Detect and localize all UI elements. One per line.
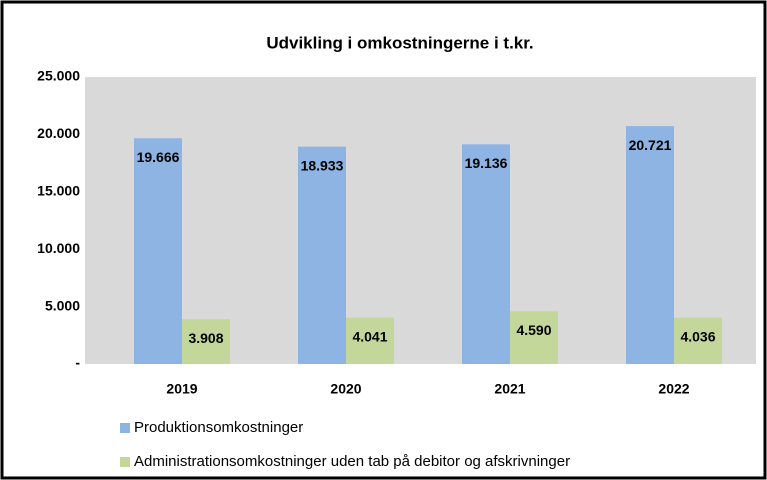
legend-swatch [120, 457, 130, 467]
x-tick-label: 2022 [658, 381, 689, 397]
legend-label: Produktionsomkostninger [134, 419, 303, 436]
data-label: 4.036 [680, 328, 715, 344]
bar [462, 144, 510, 364]
bar [674, 317, 722, 364]
bar [510, 311, 558, 364]
y-tick-label: 25.000 [37, 68, 80, 84]
bar [182, 319, 230, 364]
x-tick-label: 2021 [494, 381, 525, 397]
data-label: 18.933 [301, 157, 344, 173]
legend-swatch [120, 423, 130, 433]
bar [626, 126, 674, 364]
bar [134, 138, 182, 364]
bar [298, 146, 346, 364]
x-tick-label: 2019 [166, 381, 197, 397]
y-tick-label: 5.000 [45, 297, 80, 313]
x-tick-label: 2020 [330, 381, 361, 397]
chart-title: Udvikling i omkostningerne i t.kr. [266, 33, 533, 52]
y-tick-label: - [75, 355, 80, 371]
data-label: 4.041 [352, 328, 387, 344]
data-label: 3.908 [188, 330, 223, 346]
data-label: 19.666 [137, 149, 180, 165]
data-label: 19.136 [465, 155, 508, 171]
legend-label: Administrationsomkostninger uden tab på … [134, 453, 570, 470]
data-label: 4.590 [516, 322, 551, 338]
y-tick-label: 10.000 [37, 240, 80, 256]
y-tick-label: 15.000 [37, 183, 80, 199]
y-tick-label: 20.000 [37, 125, 80, 141]
data-label: 20.721 [629, 137, 672, 153]
bar [346, 317, 394, 364]
